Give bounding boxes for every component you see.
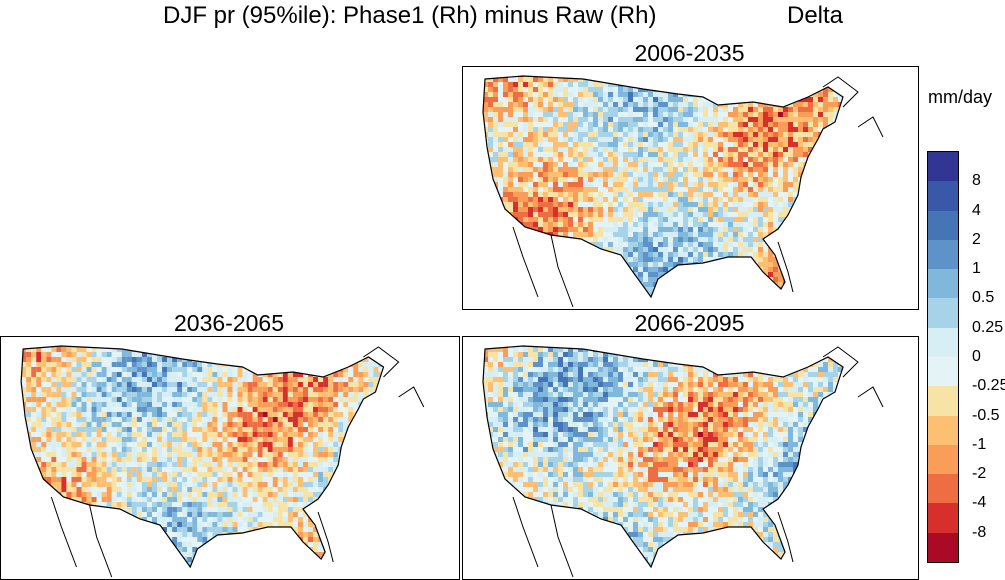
colorbar-tick-label: 2 [972,230,981,248]
colorbar-tick-label: 0.5 [972,289,995,307]
map-panel-2006-2035 [462,66,919,310]
map-2066-2095 [482,345,884,578]
colorbar-swatch [928,356,958,387]
us-outline [482,75,844,299]
colorbar-swatch [928,503,958,533]
map-2036-2065 [20,345,425,578]
map-panel-2036-2065 [0,336,460,580]
us-outline [20,345,385,569]
colorbar-swatch [928,269,958,299]
coastline [50,346,425,578]
precip-field [483,76,843,297]
colorbar-swatch [928,181,958,211]
coastline [512,346,884,578]
panel-title-2006-2035: 2006-2035 [634,40,745,66]
colorbar-tick-label: 0 [972,348,981,365]
colorbar-swatch [928,239,958,270]
colorbar-swatch [928,532,958,562]
colorbar-tick-label: 0.25 [972,318,1004,336]
colorbar-tick-label: -0.25 [972,377,1005,395]
precip-field [483,346,843,567]
colorbar-tick-label: 8 [972,172,981,190]
colorbar-swatch [928,415,958,445]
colorbar-swatch [928,152,958,182]
colorbar [927,151,959,563]
precip-field [21,346,384,567]
map-panel-2066-2095 [462,336,919,580]
figure-title-delta: Delta [787,2,844,29]
colorbar-tick-label: -4 [972,494,987,512]
colorbar-swatch [928,386,958,416]
figure-title-main: DJF pr (95%ile): Phase1 (Rh) minus Raw (… [163,2,657,29]
us-outline [482,345,844,569]
colorbar-tick-label: -0.5 [972,406,1000,424]
colorbar-tick-label: 4 [972,201,981,219]
colorbar-tick-label: -8 [972,523,987,541]
colorbar-units: mm/day [928,87,993,107]
colorbar-tick-label: -1 [972,435,987,453]
coastline [512,76,884,308]
colorbar-tick-label: -2 [972,465,987,483]
colorbar-swatch [928,210,958,240]
colorbar-swatch [928,444,958,475]
colorbar-tick-label: 1 [972,260,981,278]
map-2006-2035 [482,75,884,308]
panel-title-2066-2095: 2066-2095 [634,310,745,336]
colorbar-swatch [928,474,958,504]
colorbar-swatch [928,298,958,328]
panel-title-2036-2065: 2036-2065 [174,310,284,336]
colorbar-swatch [928,327,958,357]
